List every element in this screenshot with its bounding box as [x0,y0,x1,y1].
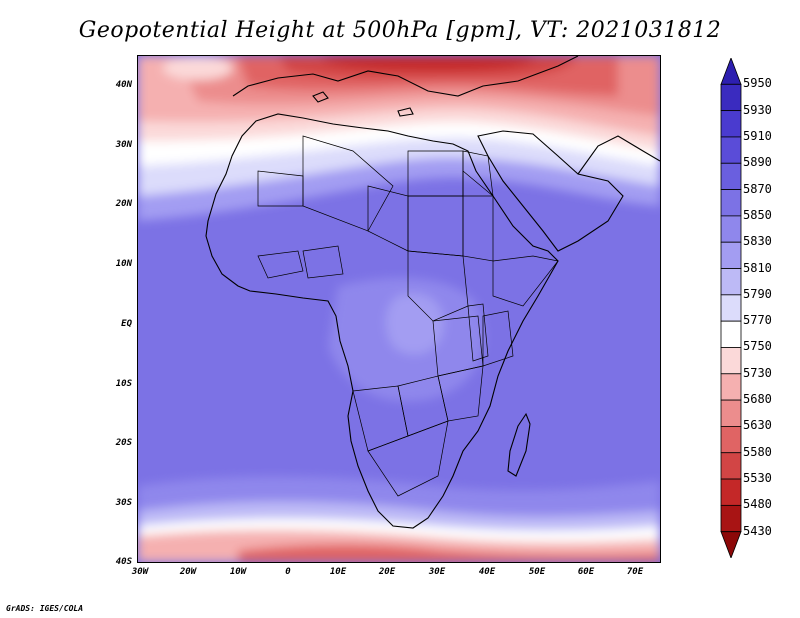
arabia-coastline [477,130,624,252]
lon-label-20w: 20W [179,567,197,577]
madagascar-coastline [507,412,531,477]
lon-label-40e: 40E [478,567,496,577]
lon-label-30w: 30W [131,567,149,577]
field-5810-region [386,293,444,355]
lat-label-30n: 30N [115,140,132,150]
border-nigeria [302,245,344,279]
lat-label-20n: 20N [115,199,132,209]
colorbar-cell [720,136,742,164]
border-mozambique [437,365,484,422]
lon-label-50e: 50E [528,567,546,577]
colorbar-level-label: 5890 [743,155,772,170]
field-northwest-pocket [163,56,233,80]
colorbar-level-label: 5870 [743,181,772,196]
africa-coastline [205,113,559,529]
border-rift-lakes [467,303,489,362]
colorbar-cell [720,268,742,296]
colorbar-cell [720,241,742,269]
colorbar-cell [720,478,742,506]
colorbar-cell [720,83,742,112]
border-tanzania [482,310,514,367]
colorbar-level-label: 5910 [743,128,772,143]
height-field [138,56,660,562]
grads-credit: GrADS: IGES/COLA [6,604,84,613]
map-title: Geopotential Height at 500hPa [gpm], VT:… [78,18,722,43]
colorbar-level-label: 5950 [743,76,772,91]
colorbar [720,58,742,558]
colorbar-level-label: 5680 [743,392,772,407]
border-west-africa [257,250,304,279]
lon-label-10e: 10E [329,567,347,577]
colorbar-cell [720,294,742,322]
border-south-africa [367,420,449,497]
colorbar-level-label: 5530 [743,471,772,486]
lat-label-40n: 40N [115,80,132,90]
lon-label-0: 0 [285,567,291,577]
colorbar-level-label: 5430 [743,523,772,538]
lat-label-10n: 10N [115,259,132,269]
lon-label-10w: 10W [229,567,247,577]
colorbar-level-label: 5830 [743,234,772,249]
colorbar-level-label: 5630 [743,418,772,433]
border-algeria [302,135,394,232]
europe-coastline [232,56,579,97]
colorbar-cell [720,320,742,348]
coastlines [205,56,660,529]
colorbar-cell [720,347,742,375]
colorbar-level-label: 5480 [743,497,772,512]
lon-label-20e: 20E [378,567,396,577]
colorbar-cell [720,373,742,401]
lat-label-20s: 20S [115,438,132,448]
colorbar-level-label: 5810 [743,260,772,275]
mediterranean-islands [312,91,414,117]
lat-label-30s: 30S [115,498,132,508]
persian-gulf-coast [577,135,660,175]
lat-label-eq: EQ [121,319,132,329]
colorbar-level-label: 5770 [743,313,772,328]
lon-label-60e: 60E [577,567,595,577]
colorbar-cell [720,504,742,533]
border-egypt [462,150,494,197]
colorbar-level-label: 5750 [743,339,772,354]
colorbar-cell [720,215,742,243]
lat-label-10s: 10S [115,379,132,389]
colorbar-level-label: 5790 [743,286,772,301]
colorbar-level-label: 5580 [743,444,772,459]
lon-label-70e: 70E [626,567,644,577]
map-panel [137,55,661,563]
colorbar-cell [720,110,742,138]
colorbar-cell [720,426,742,454]
lat-label-40s: 40S [115,557,132,567]
border-ethiopia [492,255,559,307]
colorbar-level-label: 5850 [743,207,772,222]
field-north-5530 [318,56,538,70]
colorbar-triangle-bottom [720,531,742,558]
border-car-drc [407,250,469,322]
country-borders [257,135,559,497]
field-south-5580 [238,544,660,562]
colorbar-level-label: 5930 [743,102,772,117]
colorbar-cell [720,399,742,427]
colorbar-cell [720,189,742,217]
colorbar-triangle-top [720,58,742,85]
colorbar-level-label: 5730 [743,365,772,380]
colorbar-cell [720,452,742,480]
colorbar-cell [720,162,742,190]
lon-label-30e: 30E [428,567,446,577]
